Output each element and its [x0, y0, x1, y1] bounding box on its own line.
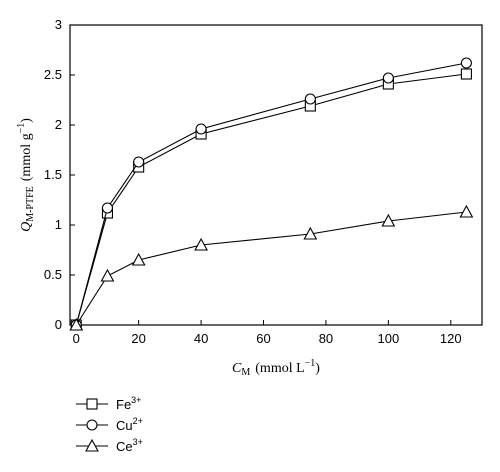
legend-label: Fe3+: [116, 395, 141, 412]
data-point-cu: [101, 202, 114, 214]
y-axis-title: QM-PTFE(mmol g−1): [16, 118, 36, 232]
data-point-cu: [460, 57, 472, 69]
series-layer: [69, 57, 474, 331]
series-line-fe: [75, 73, 467, 326]
data-point-ce: [194, 237, 209, 251]
legend: Fe3+ Cu2+ Ce3+: [76, 395, 143, 454]
plot-area: [69, 24, 483, 326]
x-tick-label: 60: [256, 331, 270, 346]
legend-marker: [86, 398, 98, 410]
legend-label: Cu2+: [116, 416, 143, 433]
x-axis-title: CM (mmol L−1): [232, 358, 320, 378]
x-tick-label: 40: [194, 331, 208, 346]
x-tick-label: 80: [319, 331, 333, 346]
series-cu: [70, 57, 472, 331]
y-tick-label: 1.5: [44, 167, 62, 182]
y-axis-ticks: 0 0.5 1 1.5 2 2.5 3: [44, 17, 75, 332]
data-point-ce: [459, 204, 474, 218]
data-point-ce: [69, 317, 84, 331]
y-tick-label: 0.5: [44, 267, 62, 282]
data-point-cu: [195, 123, 207, 135]
series-line-ce: [75, 211, 467, 326]
y-tick-label: 2.5: [44, 67, 62, 82]
x-tick-label: 120: [440, 331, 462, 346]
y-tick-label: 3: [55, 17, 62, 32]
x-axis-ticks: 0 20 40 60 80 100 120: [73, 320, 462, 346]
series-line-cu: [75, 62, 467, 326]
data-point-cu: [382, 72, 394, 84]
legend-label: Ce3+: [116, 437, 143, 454]
x-tick-label: 100: [378, 331, 400, 346]
data-point-ce: [303, 226, 318, 240]
series-fe: [70, 68, 472, 331]
data-point-cu: [133, 156, 145, 168]
y-tick-label: 1: [55, 217, 62, 232]
data-point-fe: [460, 68, 472, 80]
data-point-ce: [100, 268, 115, 282]
series-ce: [69, 204, 474, 331]
legend-item-cu: Cu2+: [76, 416, 143, 433]
plot-frame: [69, 24, 483, 326]
x-tick-label: 20: [131, 331, 145, 346]
y-tick-label: 0: [55, 317, 62, 332]
legend-marker: [86, 419, 98, 431]
legend-item-fe: Fe3+: [76, 395, 141, 412]
data-point-ce: [131, 252, 146, 266]
data-point-ce: [381, 213, 396, 227]
legend-item-ce: Ce3+: [76, 437, 143, 454]
x-tick-label: 0: [73, 331, 80, 346]
y-tick-label: 2: [55, 117, 62, 132]
legend-marker: [85, 438, 99, 452]
data-point-cu: [304, 93, 316, 105]
